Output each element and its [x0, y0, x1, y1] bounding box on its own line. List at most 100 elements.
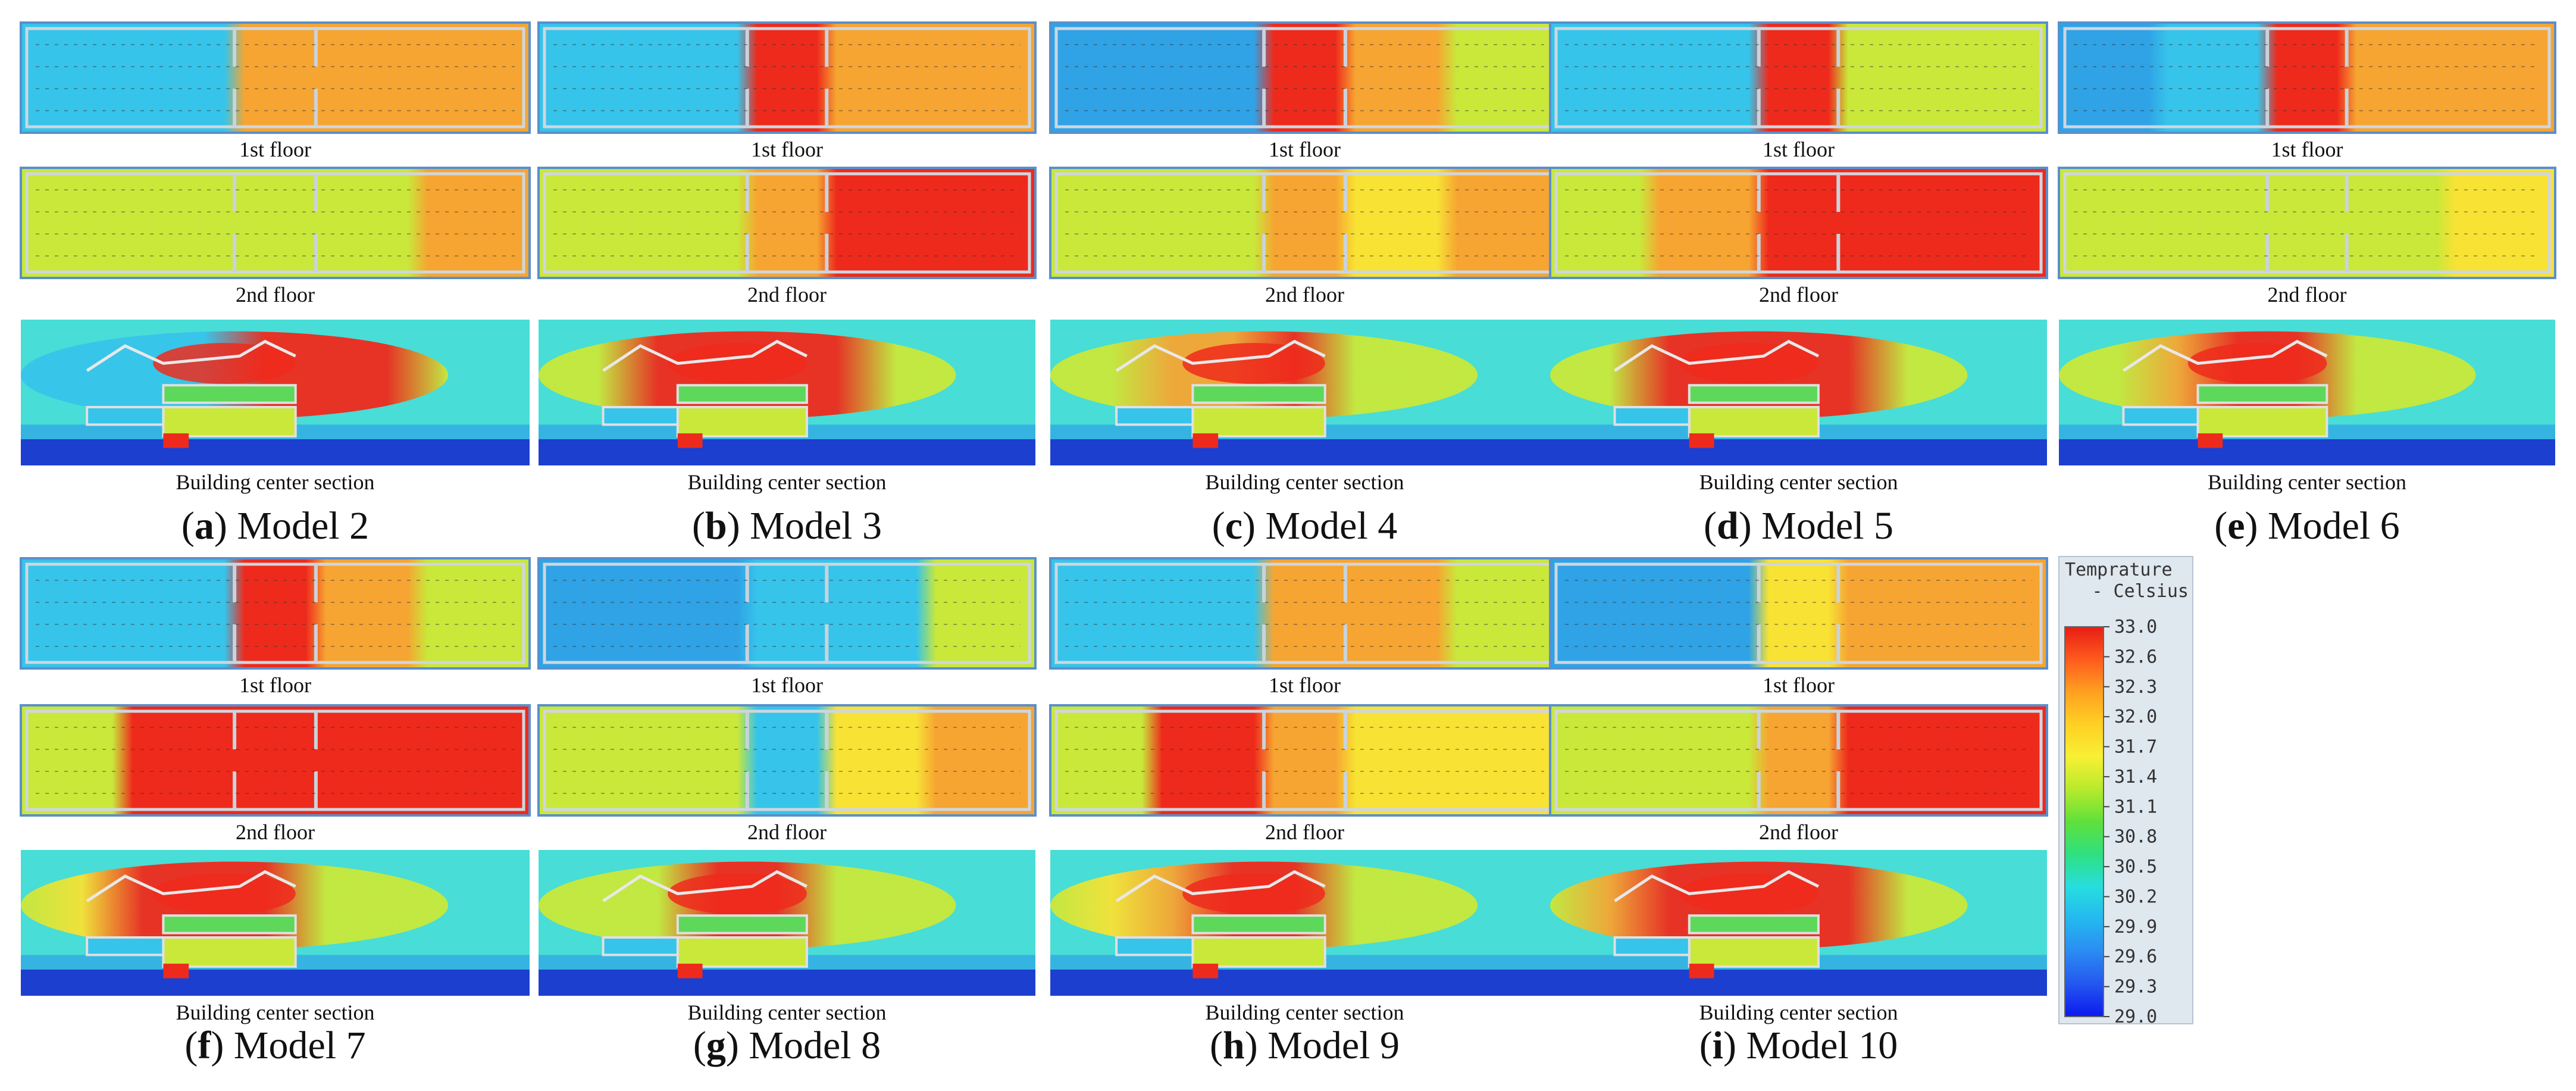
second-floor-plan	[1049, 704, 1560, 817]
panel-model-name: ) Model 7	[211, 1024, 365, 1067]
floor-temperature-field	[1549, 557, 2048, 670]
panel-model-h: 1st floor 2nd floor Building center sectio…	[1049, 557, 1560, 1067]
legend-color-bar	[2064, 626, 2104, 1017]
roof-line	[1614, 339, 1819, 372]
first-floor-plan	[537, 557, 1037, 670]
floor-temperature-field	[537, 557, 1037, 670]
side-room-section	[86, 406, 165, 426]
floor-temperature-field	[2058, 21, 2556, 134]
second-floor-label: 2nd floor	[2268, 283, 2347, 307]
panel-letter: e	[2227, 504, 2245, 548]
floor-temperature-field	[20, 557, 531, 670]
building-outline	[543, 27, 1031, 129]
panel-letter: f	[198, 1024, 211, 1067]
ground-layer	[539, 439, 1035, 465]
floor-temperature-field	[20, 704, 531, 817]
panel-caption: (h) Model 9	[1210, 1024, 1400, 1067]
legend-tick-label: 31.7	[2114, 737, 2157, 758]
legend-tick-label: 32.3	[2114, 677, 2157, 698]
panel-letter: d	[1717, 504, 1739, 548]
panel-caption: (e) Model 6	[2214, 504, 2400, 548]
second-floor-plan	[1049, 167, 1560, 279]
building-outline	[25, 27, 525, 129]
hot-spot	[163, 964, 189, 979]
panel-model-name: ) Model 8	[726, 1024, 881, 1067]
lower-floor-section	[162, 406, 297, 437]
building-outline	[1554, 709, 2043, 811]
ground-layer	[1550, 969, 2047, 996]
second-floor-plan	[20, 167, 531, 279]
building-outline	[1554, 562, 2043, 664]
building-outline	[25, 172, 525, 274]
roof-line	[602, 339, 807, 372]
hot-spot	[2198, 433, 2223, 448]
section-label: Building center section	[688, 1001, 887, 1024]
center-section-plot	[1050, 850, 1559, 996]
first-floor-plan	[2058, 21, 2556, 134]
first-floor-label: 1st floor	[1763, 137, 1835, 161]
panel-letter: h	[1223, 1024, 1245, 1067]
legend-tick-label: 29.0	[2114, 1006, 2157, 1027]
legend-tick-label: 32.6	[2114, 646, 2157, 667]
hot-spot	[163, 433, 189, 448]
panel-model-name: ) Model 2	[214, 504, 369, 548]
hot-core	[668, 873, 807, 914]
roof-line	[86, 870, 296, 902]
first-floor-plan	[1049, 21, 1560, 134]
panel-model-name: ) Model 3	[727, 504, 882, 548]
second-floor-label: 2nd floor	[1265, 820, 1344, 844]
upper-floor-section	[162, 384, 297, 404]
panel-letter: i	[1713, 1024, 1723, 1067]
hot-spot	[677, 964, 703, 979]
panel-caption: (d) Model 5	[1704, 504, 1893, 548]
panel-model-c: 1st floor 2nd floor Building center sectio…	[1049, 21, 1560, 548]
center-section-plot	[1550, 850, 2047, 996]
panel-model-f: 1st floor 2nd floor Building center sectio…	[20, 557, 531, 1067]
building-outline	[2063, 27, 2551, 129]
center-section-plot	[538, 850, 1035, 996]
ground-layer	[21, 969, 530, 996]
section-label: Building center section	[688, 470, 887, 494]
second-floor-label: 2nd floor	[747, 820, 827, 844]
lower-floor-section	[1191, 406, 1326, 437]
lower-floor-section	[1688, 936, 1820, 968]
legend-tick-label: 29.9	[2114, 917, 2157, 937]
panel-caption: (b) Model 3	[692, 504, 882, 548]
legend-tick-label: 30.2	[2114, 886, 2157, 907]
building-outline	[1554, 172, 2043, 274]
section-label: Building center section	[1206, 1001, 1404, 1024]
ground-layer	[1550, 439, 2047, 465]
panel-letter: b	[705, 504, 727, 548]
second-floor-plan	[1549, 167, 2048, 279]
panel-model-e: 1st floor 2nd floor Building center sectio…	[2058, 21, 2556, 548]
legend-tick-label: 32.0	[2114, 707, 2157, 727]
panel-letter: a	[195, 504, 214, 548]
hot-core	[1679, 343, 1818, 384]
floor-temperature-field	[537, 704, 1037, 817]
section-label: Building center section	[1699, 470, 1898, 494]
panel-caption: (c) Model 4	[1212, 504, 1398, 548]
second-floor-label: 2nd floor	[1759, 283, 1838, 307]
panel-caption: (a) Model 2	[181, 504, 369, 548]
panel-model-a: 1st floor 2nd floor Building center sectio…	[20, 21, 531, 548]
first-floor-plan	[1549, 557, 2048, 670]
hot-spot	[1192, 433, 1219, 448]
floor-temperature-field	[1049, 21, 1560, 134]
building-outline	[25, 562, 525, 664]
lower-floor-section	[676, 406, 808, 437]
panel-model-d: 1st floor 2nd floor Building center sectio…	[1549, 21, 2048, 548]
hot-core	[1182, 343, 1325, 384]
panel-model-name: ) Model 10	[1723, 1024, 1898, 1067]
section-label: Building center section	[176, 470, 375, 494]
hot-spot	[677, 433, 703, 448]
hot-spot	[1689, 433, 1714, 448]
center-section-plot	[1550, 320, 2047, 465]
building-outline	[543, 709, 1031, 811]
first-floor-plan	[20, 21, 531, 134]
side-room-section	[602, 406, 679, 426]
side-room-section	[1613, 936, 1691, 956]
floor-temperature-field	[1549, 167, 2048, 279]
panel-model-name: ) Model 4	[1242, 504, 1397, 548]
upper-floor-section	[676, 384, 808, 404]
side-room-section	[2122, 406, 2199, 426]
